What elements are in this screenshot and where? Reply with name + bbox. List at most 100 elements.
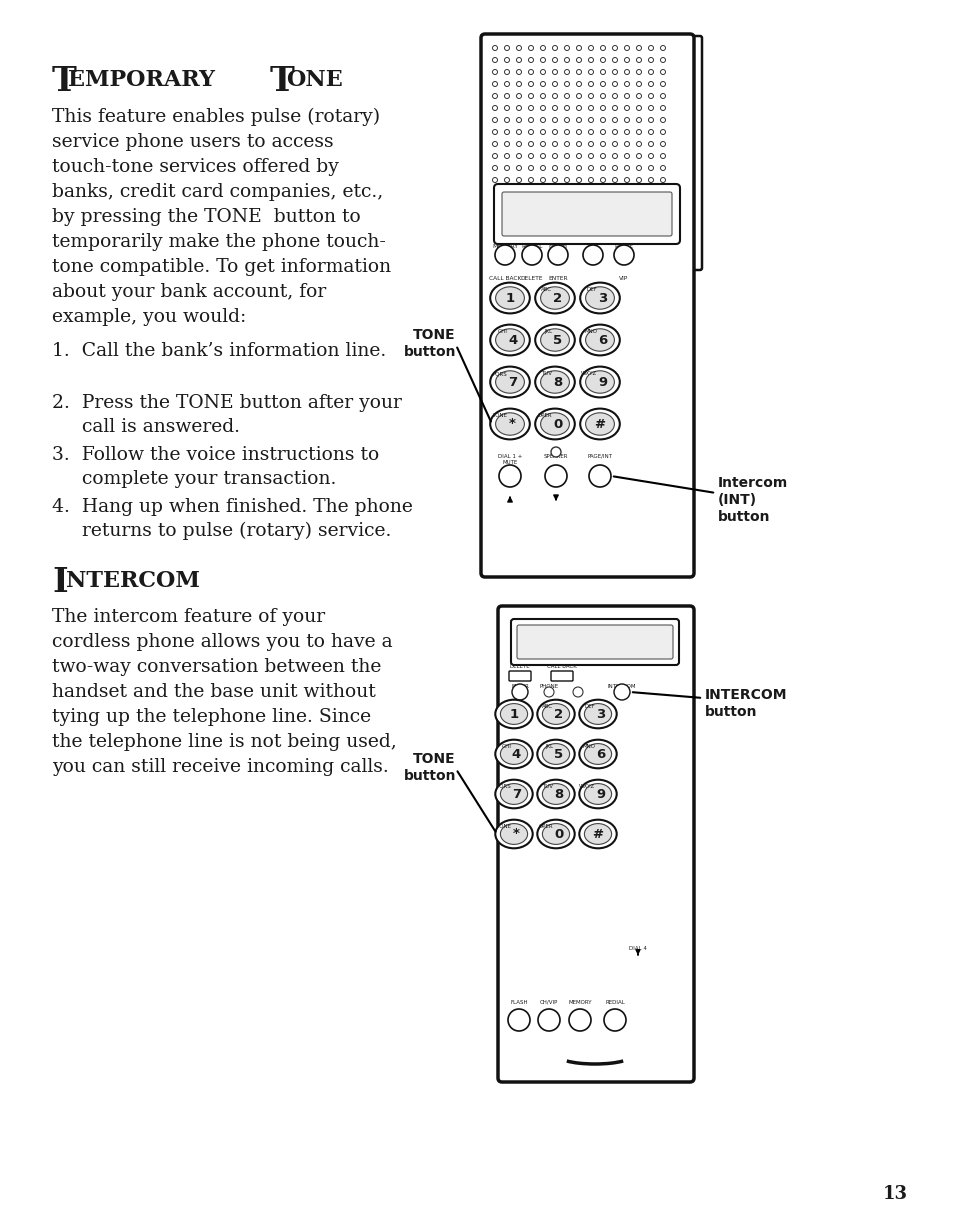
- Text: *: *: [509, 418, 516, 430]
- Circle shape: [516, 153, 521, 158]
- Text: EMPORARY: EMPORARY: [68, 69, 222, 91]
- Text: 9: 9: [598, 375, 607, 389]
- Text: 1: 1: [505, 292, 514, 305]
- Circle shape: [624, 141, 629, 147]
- Text: temporarily make the phone touch-: temporarily make the phone touch-: [52, 233, 385, 252]
- Circle shape: [576, 118, 581, 123]
- Ellipse shape: [495, 287, 524, 309]
- Text: call is answered.: call is answered.: [52, 418, 240, 436]
- Ellipse shape: [578, 700, 616, 728]
- Text: MUTE: MUTE: [502, 460, 517, 465]
- Text: 7: 7: [512, 787, 520, 801]
- Ellipse shape: [540, 329, 569, 351]
- Circle shape: [588, 45, 593, 51]
- Circle shape: [588, 465, 610, 487]
- Circle shape: [624, 45, 629, 51]
- Ellipse shape: [579, 283, 619, 313]
- Circle shape: [612, 45, 617, 51]
- Text: 13: 13: [882, 1185, 907, 1203]
- Circle shape: [624, 130, 629, 135]
- Circle shape: [612, 57, 617, 62]
- Text: button: button: [403, 769, 456, 782]
- Circle shape: [612, 81, 617, 86]
- Circle shape: [516, 130, 521, 135]
- Text: TONE: TONE: [413, 328, 456, 341]
- Circle shape: [612, 153, 617, 158]
- Text: you can still receive incoming calls.: you can still receive incoming calls.: [52, 758, 388, 776]
- Text: TUV: TUV: [540, 372, 552, 377]
- Ellipse shape: [537, 820, 574, 848]
- Ellipse shape: [542, 744, 569, 764]
- Circle shape: [564, 153, 569, 158]
- Circle shape: [528, 81, 533, 86]
- Text: about your bank account, for: about your bank account, for: [52, 283, 326, 301]
- Circle shape: [624, 69, 629, 74]
- Text: MEMORY: MEMORY: [492, 244, 517, 249]
- Circle shape: [588, 94, 593, 98]
- Ellipse shape: [579, 367, 619, 397]
- Circle shape: [603, 1008, 625, 1032]
- Circle shape: [528, 57, 533, 62]
- FancyBboxPatch shape: [480, 34, 693, 577]
- Circle shape: [588, 153, 593, 158]
- Circle shape: [624, 177, 629, 182]
- Circle shape: [552, 177, 557, 182]
- Circle shape: [576, 81, 581, 86]
- Text: *: *: [513, 827, 519, 841]
- Circle shape: [516, 81, 521, 86]
- Circle shape: [564, 177, 569, 182]
- Circle shape: [537, 1008, 559, 1032]
- Circle shape: [648, 57, 653, 62]
- Text: CALL BACK: CALL BACK: [488, 276, 520, 281]
- Circle shape: [544, 465, 566, 487]
- Circle shape: [659, 94, 665, 98]
- Circle shape: [588, 177, 593, 182]
- Circle shape: [492, 57, 497, 62]
- Circle shape: [528, 106, 533, 111]
- Circle shape: [636, 141, 640, 147]
- Text: 4: 4: [512, 747, 520, 761]
- Text: 2: 2: [554, 707, 562, 720]
- Circle shape: [599, 141, 605, 147]
- Ellipse shape: [535, 283, 575, 313]
- Circle shape: [504, 141, 509, 147]
- Circle shape: [504, 153, 509, 158]
- Circle shape: [612, 130, 617, 135]
- Text: two-way conversation between the: two-way conversation between the: [52, 659, 381, 676]
- Text: 8: 8: [553, 375, 561, 389]
- Circle shape: [648, 106, 653, 111]
- Circle shape: [564, 106, 569, 111]
- Circle shape: [540, 153, 545, 158]
- Ellipse shape: [584, 824, 611, 844]
- Circle shape: [540, 130, 545, 135]
- Circle shape: [495, 245, 515, 265]
- Text: GHI: GHI: [501, 744, 511, 748]
- Circle shape: [636, 165, 640, 170]
- Circle shape: [504, 45, 509, 51]
- Circle shape: [576, 141, 581, 147]
- Circle shape: [648, 165, 653, 170]
- Text: JKL: JKL: [543, 329, 552, 334]
- Circle shape: [659, 106, 665, 111]
- Circle shape: [636, 69, 640, 74]
- Ellipse shape: [537, 700, 574, 728]
- Text: (INT): (INT): [718, 493, 757, 507]
- Ellipse shape: [500, 784, 527, 804]
- Circle shape: [492, 141, 497, 147]
- Text: CH/VIP: CH/VIP: [539, 1000, 558, 1005]
- Text: tying up the telephone line. Since: tying up the telephone line. Since: [52, 708, 371, 727]
- Text: 2: 2: [553, 292, 561, 305]
- Circle shape: [528, 130, 533, 135]
- FancyBboxPatch shape: [494, 183, 679, 244]
- Text: example, you would:: example, you would:: [52, 307, 246, 326]
- Circle shape: [636, 81, 640, 86]
- Circle shape: [568, 1008, 590, 1032]
- Circle shape: [576, 57, 581, 62]
- Ellipse shape: [535, 324, 575, 356]
- Text: 8: 8: [554, 787, 562, 801]
- Circle shape: [659, 45, 665, 51]
- Circle shape: [528, 94, 533, 98]
- Text: 0: 0: [553, 418, 561, 430]
- Ellipse shape: [584, 744, 611, 764]
- Ellipse shape: [542, 784, 569, 804]
